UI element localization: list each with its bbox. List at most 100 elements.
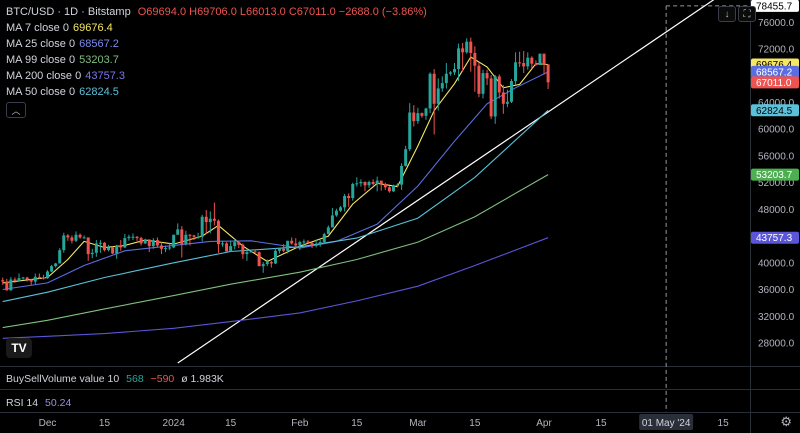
rsi-pane-label[interactable]: RSI 14 50.24 bbox=[6, 397, 71, 409]
ma-50-row[interactable]: MA 50 close 0 62824.5 bbox=[6, 84, 427, 100]
arrow-down-icon: ↓ bbox=[724, 8, 730, 20]
candle-body bbox=[176, 229, 180, 235]
candle-body bbox=[501, 92, 505, 104]
y-tick-label: 52000.0 bbox=[758, 178, 795, 189]
candle-body bbox=[127, 236, 131, 239]
indicator-label: BuySellVolume value 10 bbox=[6, 373, 120, 385]
ma-200-row[interactable]: MA 200 close 0 43757.3 bbox=[6, 68, 427, 84]
candle-body bbox=[432, 73, 436, 104]
candle-body bbox=[542, 53, 546, 65]
ma-label: MA 99 close 0 bbox=[6, 54, 76, 66]
candle-body bbox=[245, 252, 249, 255]
candle-body bbox=[485, 73, 489, 79]
candle-body bbox=[457, 48, 461, 70]
candle-body bbox=[530, 57, 534, 64]
tradingview-logo[interactable]: TV bbox=[6, 338, 32, 358]
legend-collapse-button[interactable]: ︿ bbox=[6, 102, 26, 118]
candle-body bbox=[461, 48, 465, 53]
chart-legend: BTC/USD · 1D · Bitstamp O69694.0 H69706.… bbox=[6, 4, 427, 100]
candle-body bbox=[204, 216, 208, 223]
candle-body bbox=[261, 264, 265, 267]
candle-body bbox=[70, 237, 74, 241]
price-label: 68567.2 bbox=[756, 67, 793, 78]
candle-body bbox=[493, 76, 497, 117]
candle-body bbox=[253, 251, 257, 253]
ma-label: MA 7 close 0 bbox=[6, 22, 69, 34]
candle-body bbox=[192, 235, 196, 237]
time-label-bg bbox=[639, 414, 694, 430]
ma-25-row[interactable]: MA 25 close 0 68567.2 bbox=[6, 36, 427, 52]
ma-99-row[interactable]: MA 99 close 0 53203.7 bbox=[6, 52, 427, 68]
candle-body bbox=[233, 242, 237, 247]
candle-body bbox=[257, 252, 261, 267]
candle-body bbox=[200, 216, 204, 237]
x-tick-label: 15 bbox=[99, 418, 111, 429]
candle-body bbox=[302, 241, 306, 243]
candle-body bbox=[526, 57, 530, 67]
scroll-down-button[interactable]: ↓ bbox=[718, 6, 736, 22]
x-tick-label: 15 bbox=[225, 418, 237, 429]
candle-body bbox=[400, 165, 404, 185]
candle-body bbox=[339, 207, 343, 211]
ma-7-row[interactable]: MA 7 close 0 69676.4 bbox=[6, 20, 427, 36]
candle-body bbox=[416, 113, 420, 122]
candle-body bbox=[436, 88, 440, 104]
candle-body bbox=[322, 234, 326, 243]
x-tick-label: Dec bbox=[39, 418, 57, 429]
price-label: 67011.0 bbox=[756, 78, 792, 89]
candle-body bbox=[371, 181, 375, 184]
candle-body bbox=[62, 235, 66, 251]
candle-body bbox=[58, 250, 62, 264]
buysell-volume-pane-label[interactable]: BuySellVolume value 10 568 −590 ø 1.983K bbox=[6, 373, 224, 385]
price-label: 78455.7 bbox=[756, 1, 793, 12]
price-label: 69676.4 bbox=[756, 60, 793, 71]
candle-body bbox=[522, 63, 526, 67]
x-tick-label: 15 bbox=[718, 418, 730, 429]
candle-body bbox=[143, 239, 147, 244]
ma-line-ma-200 bbox=[2, 237, 549, 339]
y-tick-label: 64000.0 bbox=[758, 98, 795, 109]
plot-area bbox=[1, 0, 750, 364]
candle-body bbox=[78, 234, 82, 238]
candle-body bbox=[229, 246, 233, 252]
candle-body bbox=[363, 181, 367, 186]
candle-body bbox=[66, 235, 70, 238]
ma-label: MA 25 close 0 bbox=[6, 38, 76, 50]
fullscreen-button[interactable]: ⛶ bbox=[738, 6, 756, 22]
y-tick-label: 32000.0 bbox=[758, 312, 795, 323]
candle-body bbox=[518, 62, 522, 64]
candle-body bbox=[94, 243, 98, 253]
symbol-title[interactable]: BTC/USD · 1D · Bitstamp bbox=[6, 6, 131, 18]
x-tick-label: 15 bbox=[595, 418, 607, 429]
y-tick-label: 48000.0 bbox=[758, 205, 795, 216]
candle-body bbox=[448, 72, 452, 74]
candle-body bbox=[408, 112, 412, 150]
candle-body bbox=[367, 181, 371, 186]
candle-body bbox=[249, 251, 253, 253]
candle-body bbox=[310, 242, 314, 246]
ma-value: 53203.7 bbox=[79, 54, 119, 66]
y-tick-label: 28000.0 bbox=[758, 339, 795, 350]
candle-body bbox=[326, 227, 330, 235]
candle-body bbox=[509, 81, 513, 102]
ma-label: MA 200 close 0 bbox=[6, 70, 82, 82]
y-tick-label: 72000.0 bbox=[758, 45, 795, 56]
ma-label: MA 50 close 0 bbox=[6, 86, 76, 98]
candle-body bbox=[119, 245, 123, 248]
rsi-value: 50.24 bbox=[45, 397, 72, 409]
candle-body bbox=[25, 277, 29, 280]
delta-value: ø 1.983K bbox=[181, 373, 224, 385]
candle-body bbox=[514, 62, 518, 82]
candle-body bbox=[404, 149, 408, 166]
price-label-bg bbox=[751, 231, 799, 244]
candle-body bbox=[180, 229, 184, 245]
candle-body bbox=[269, 262, 273, 264]
candle-body bbox=[294, 243, 298, 246]
ma-line-ma-99 bbox=[2, 174, 549, 329]
candle-body bbox=[497, 76, 501, 93]
candle-body bbox=[86, 237, 90, 255]
gear-icon[interactable]: ⚙ bbox=[780, 414, 792, 429]
candle-body bbox=[74, 234, 78, 241]
ma-line-ma-7 bbox=[2, 56, 549, 284]
